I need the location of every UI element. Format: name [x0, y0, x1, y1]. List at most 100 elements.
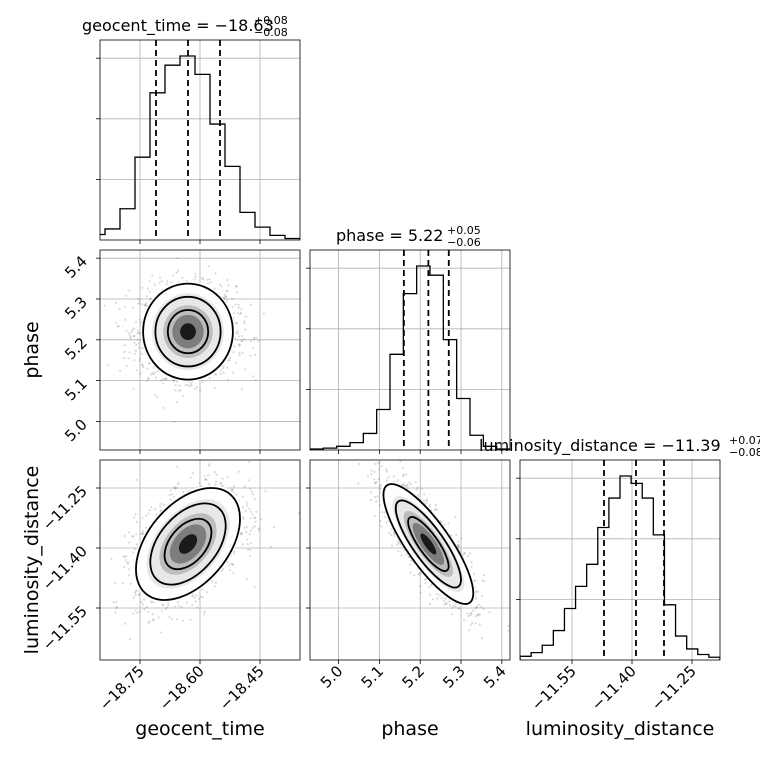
scatter-point	[254, 379, 257, 382]
scatter-point	[181, 619, 184, 622]
contour-geocent-time-vs-phase-1	[154, 295, 222, 368]
scatter-point	[235, 331, 238, 335]
scatter-point	[483, 574, 486, 577]
scatter-point	[144, 526, 147, 529]
scatter-point	[174, 389, 177, 392]
scatter-point	[390, 544, 394, 547]
scatter-point	[161, 603, 164, 606]
frame-hist-phase	[309, 249, 511, 451]
scatter-point	[169, 498, 172, 501]
scatter-point	[431, 598, 434, 601]
scatter-point	[473, 572, 476, 575]
scatter-point	[476, 590, 479, 593]
scatter-point	[249, 548, 252, 552]
scatter-content-phase-vs-luminosity-distance	[310, 460, 510, 660]
scatter-point	[175, 486, 178, 490]
scatter-point	[154, 508, 157, 511]
scatter-point	[222, 371, 225, 375]
scatter-point	[255, 336, 258, 339]
scatter-point	[124, 318, 127, 321]
scatter-point	[373, 470, 376, 473]
scatter-point	[397, 541, 400, 545]
scatter-point	[143, 304, 146, 307]
frame-hist-luminosity-distance	[519, 459, 721, 661]
scatter-point	[448, 604, 452, 607]
scatter-point	[172, 380, 175, 383]
scatter-point	[160, 280, 163, 283]
scatter-point	[373, 481, 376, 484]
scatter-point	[234, 322, 237, 325]
scatter-point	[258, 339, 261, 342]
ylabel-luminosity-distance: luminosity_distance	[21, 466, 43, 655]
scatter-point	[241, 351, 244, 354]
scatter-point	[240, 339, 243, 342]
density-level-4	[180, 323, 196, 341]
scatter-point	[145, 605, 148, 609]
scatter-point	[208, 278, 211, 281]
scatter-point	[225, 295, 228, 298]
scatter-point	[456, 544, 459, 547]
scatter-point	[467, 614, 470, 618]
scatter-point	[171, 493, 174, 496]
scatter-point	[162, 378, 165, 381]
scatter-point	[135, 369, 138, 372]
scatter-point	[135, 520, 138, 524]
scatter-point	[403, 484, 406, 487]
scatter-point	[134, 320, 137, 324]
scatter-point	[480, 595, 483, 598]
scatter-point	[245, 578, 248, 581]
scatter-point	[378, 504, 381, 507]
scatter-point	[136, 338, 139, 341]
scatter-panel-geocent-time-vs-luminosity-distance	[96, 459, 301, 664]
scatter-point	[128, 334, 132, 337]
scatter-point	[170, 281, 173, 284]
scatter-point	[181, 276, 184, 279]
scatter-point	[226, 289, 229, 292]
scatter-point	[117, 325, 120, 328]
scatter-point	[434, 507, 437, 510]
scatter-point	[142, 532, 145, 535]
scatter-point	[141, 286, 144, 289]
contour-geocent-time-vs-luminosity-distance-1	[149, 502, 227, 586]
scatter-point	[219, 481, 223, 484]
scatter-point	[129, 337, 132, 340]
scatter-point	[135, 533, 138, 536]
scatter-point	[237, 303, 240, 306]
scatter-point	[149, 297, 153, 300]
scatter-point	[195, 594, 198, 597]
scatter-point	[168, 616, 171, 619]
scatter-point	[115, 605, 118, 609]
scatter-point	[457, 546, 460, 549]
scatter-point	[233, 345, 236, 348]
scatter-point	[378, 498, 381, 501]
scatter-point	[128, 289, 131, 292]
scatter-point	[126, 562, 129, 565]
scatter-point	[248, 487, 252, 490]
scatter-point	[152, 618, 155, 621]
scatter-point	[202, 613, 206, 616]
scatter-point	[232, 552, 235, 555]
scatter-point	[136, 611, 139, 614]
scatter-point	[378, 468, 381, 471]
scatter-point	[226, 298, 229, 301]
scatter-point	[252, 346, 255, 350]
scatter-point	[162, 503, 166, 506]
scatter-point	[236, 329, 239, 333]
scatter-point	[125, 555, 128, 558]
scatter-point	[141, 364, 144, 367]
scatter-point	[237, 306, 240, 309]
scatter-point	[269, 545, 272, 549]
scatter-point	[165, 378, 168, 381]
scatter-point	[456, 543, 460, 547]
scatter-point	[126, 561, 129, 564]
scatter-point	[237, 332, 240, 335]
scatter-point	[97, 327, 99, 329]
scatter-point	[188, 384, 191, 388]
scatter-point	[138, 593, 141, 596]
contour-geocent-time-vs-phase-0	[142, 282, 234, 381]
scatter-point	[214, 480, 218, 483]
scatter-point	[488, 611, 491, 614]
scatter-point	[419, 591, 422, 594]
scatter-point	[240, 533, 243, 536]
scatter-point	[194, 272, 197, 275]
